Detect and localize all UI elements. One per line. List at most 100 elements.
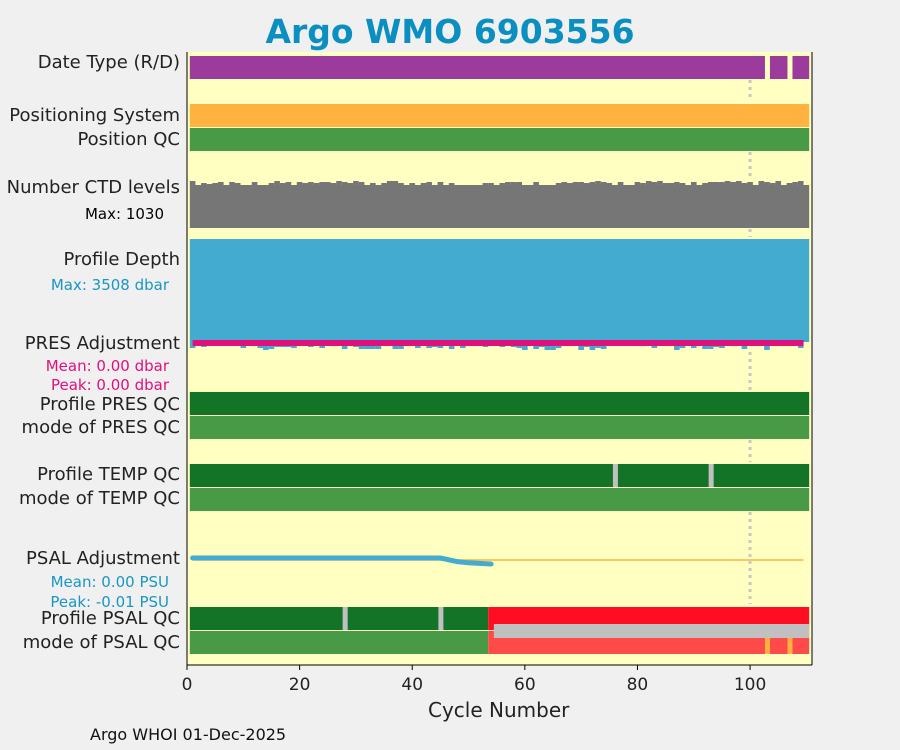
- ctd-levels-cycle: [330, 183, 337, 185]
- ctd-levels-cycle: [730, 182, 736, 185]
- ctd-levels-cycle: [234, 183, 241, 185]
- row-label-mode-temp-qc: mode of TEMP QC: [18, 488, 180, 509]
- ctd-levels-cycle: [617, 182, 624, 185]
- ctd-levels-cycle: [347, 183, 354, 185]
- ctd-levels-cycle: [296, 182, 303, 185]
- ctd-levels-cycle: [600, 182, 607, 185]
- ctd-levels-cycle: [741, 183, 748, 185]
- ctd-levels-cycle: [229, 182, 235, 185]
- ctd-levels-cycle: [217, 182, 224, 185]
- ctd-levels-cycle: [358, 182, 365, 185]
- profile-psal-qc-good: [189, 607, 489, 630]
- ctd-levels-cycle: [201, 183, 207, 185]
- ctd-levels-cycle: [719, 182, 725, 185]
- ctd-levels-cycle: [533, 182, 539, 185]
- ctd-levels-cycle: [386, 181, 393, 185]
- row-label-profile-psal-qc: Profile PSAL QC: [40, 608, 180, 629]
- ctd-levels-cycle: [426, 182, 432, 185]
- ctd-levels-cycle: [279, 183, 286, 185]
- ctd-levels-cycle: [448, 183, 455, 185]
- ctd-levels-cycle: [702, 183, 708, 185]
- ctd-levels-cycle: [707, 182, 714, 185]
- mode-psal-qc-good: [189, 631, 489, 654]
- row-label-profile-depth: Profile Depth: [63, 249, 180, 270]
- x-tick-label: 40: [401, 675, 424, 695]
- row-label-mode-psal-qc: mode of PSAL QC: [22, 632, 180, 653]
- ctd-levels-cycle: [206, 184, 213, 185]
- x-tick-label: 100: [733, 675, 767, 695]
- x-tick-label: 60: [514, 675, 536, 695]
- ctd-levels-cycle: [775, 181, 782, 185]
- footer-credit: Argo WHOI 01-Dec-2025: [90, 725, 287, 744]
- ctd-levels-bar: [189, 185, 810, 228]
- ctd-levels-cycle: [595, 181, 601, 185]
- ctd-levels-cycle: [792, 182, 798, 185]
- ctd-levels-cycle: [189, 181, 196, 185]
- row-label-pres-adjustment: PRES Adjustment: [24, 333, 180, 354]
- row-label-mode-pres-qc: mode of PRES QC: [21, 417, 180, 438]
- ctd-levels-cycle: [482, 183, 489, 185]
- ctd-levels-cycle: [606, 183, 613, 185]
- ctd-levels-cycle: [319, 182, 325, 185]
- ctd-levels-cycle: [336, 181, 342, 185]
- ctd-levels-cycle: [324, 182, 331, 185]
- ctd-levels-cycle: [212, 183, 218, 185]
- ctd-levels-cycle: [735, 181, 742, 185]
- ctd-levels-cycle: [505, 182, 511, 185]
- row-label-ctd-levels: Number CTD levels: [6, 177, 180, 198]
- ctd-levels-cycle: [555, 183, 562, 185]
- ctd-levels-cycle: [583, 183, 590, 185]
- plot-background: [187, 52, 812, 665]
- ctd-levels-cycle: [713, 182, 720, 185]
- ctd-levels-cycle: [589, 182, 596, 185]
- profile-depth-max: Max: 3508 dbar: [50, 276, 169, 294]
- profile-pres-qc-bar: [189, 392, 810, 415]
- pres-adjustment-mean: Mean: 0.00 dbar: [45, 357, 169, 375]
- ctd-levels-cycle: [668, 183, 675, 185]
- ctd-levels-cycle: [640, 183, 646, 185]
- psal-qc-gap: [342, 607, 348, 630]
- ctd-levels-cycle: [274, 181, 280, 185]
- ctd-levels-cycle: [764, 182, 770, 185]
- ctd-levels-cycle: [369, 183, 376, 185]
- ctd-levels-max: Max: 1030: [84, 205, 164, 223]
- ctd-levels-cycle: [353, 181, 359, 185]
- mode-psal-qc-orange: [764, 638, 770, 654]
- pres-adjustment-peak: Peak: 0.00 dbar: [50, 376, 169, 394]
- x-axis-label: Cycle Number: [428, 698, 570, 722]
- ctd-levels-cycle: [409, 183, 416, 185]
- ctd-levels-cycle: [634, 182, 641, 185]
- ctd-levels-cycle: [313, 183, 320, 185]
- row-label-profile-temp-qc: Profile TEMP QC: [37, 464, 180, 485]
- mode-psal-qc-orange: [787, 638, 793, 654]
- row-label-date-type: Date Type (R/D): [37, 52, 180, 73]
- row-label-psal-adjustment: PSAL Adjustment: [25, 548, 180, 569]
- ctd-levels-cycle: [662, 183, 669, 185]
- temp-qc-gap: [708, 464, 714, 487]
- ctd-levels-cycle: [499, 183, 506, 185]
- date-type-bar: [189, 56, 810, 79]
- date-type-gap: [764, 56, 770, 79]
- x-tick-label: 80: [626, 675, 649, 695]
- ctd-levels-cycle: [381, 183, 387, 185]
- ctd-levels-cycle: [488, 183, 494, 185]
- mode-temp-qc-bar: [189, 488, 810, 511]
- ctd-levels-cycle: [645, 181, 652, 185]
- ctd-levels-cycle: [786, 183, 793, 185]
- chart-title: Argo WMO 6903556: [265, 12, 635, 51]
- ctd-levels-cycle: [572, 182, 579, 185]
- psal-adjustment-peak: Peak: -0.01 PSU: [50, 593, 169, 611]
- ctd-levels-cycle: [724, 181, 731, 185]
- ctd-levels-cycle: [251, 182, 258, 185]
- row-label-position-qc: Position QC: [77, 129, 180, 150]
- row-label-profile-pres-qc: Profile PRES QC: [39, 394, 180, 415]
- ctd-levels-cycle: [302, 183, 309, 185]
- position-qc-bar: [189, 128, 810, 151]
- ctd-levels-cycle: [392, 181, 399, 185]
- psal-qc-gap: [438, 607, 444, 630]
- ctd-levels-cycle: [758, 181, 765, 185]
- ctd-levels-cycle: [747, 182, 753, 185]
- ctd-levels-cycle: [797, 181, 804, 185]
- temp-qc-gap: [612, 464, 618, 487]
